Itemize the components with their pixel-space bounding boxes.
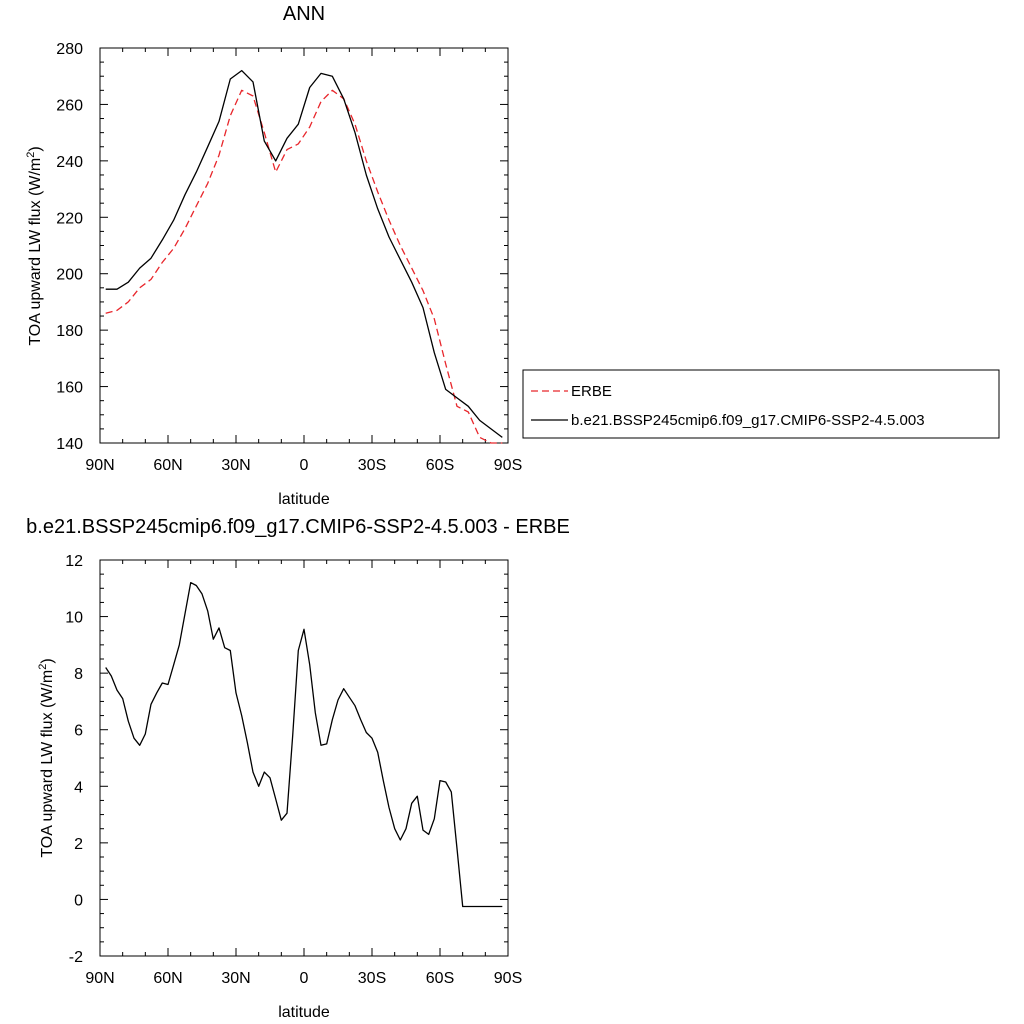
bottom-tick-labels: 90N 60N 30N 0 30S 60S 90S -2 0 2 4 6 8 10 12 (65, 553, 522, 987)
top-series-line-0 (105, 89, 503, 444)
bottom-panel-title: b.e21.BSSP245cmip6.f09_g17.CMIP6-SSP2-4.… (26, 516, 570, 538)
top-ytick-label: 140 (56, 436, 83, 453)
bottom-series-line-0 (105, 581, 503, 908)
bottom-plot-frame (99, 559, 509, 957)
top-ytick-label: 240 (56, 154, 83, 171)
legend-label-erbe: ERBE (571, 383, 612, 400)
bottom-ytick-label: 2 (74, 836, 83, 853)
top-ytick-label: 280 (56, 41, 83, 58)
bottom-xtick-label: 30S (358, 970, 386, 987)
bottom-ytick-label: -2 (69, 949, 83, 966)
bottom-ticks (99, 559, 509, 957)
top-xtick-label: 60S (426, 457, 454, 474)
bottom-ytick-label: 8 (74, 666, 83, 683)
top-ytick-label: 160 (56, 380, 83, 397)
top-tick-labels: 90N 60N 30N 0 30S 60S 90S 140 160 180 200 220 240 260… (56, 41, 522, 474)
legend-box (522, 369, 1000, 439)
top-xtick-label: 30N (221, 457, 250, 474)
top-ytick-label: 180 (56, 323, 83, 340)
bottom-ytick-label: 12 (65, 553, 83, 570)
legend-label-model: b.e21.BSSP245cmip6.f09_g17.CMIP6-SSP2-4.… (571, 412, 925, 429)
top-y-axis-label: TOA upward LW flux (W/m2) (25, 146, 44, 345)
bottom-xtick-label: 60N (153, 970, 182, 987)
bottom-xtick-label: 90S (494, 970, 522, 987)
top-xtick-label: 60N (153, 457, 182, 474)
bottom-xtick-label: 90N (85, 970, 114, 987)
top-xtick-label: 90N (85, 457, 114, 474)
top-xtick-label: 0 (300, 457, 309, 474)
bottom-xtick-label: 0 (300, 970, 309, 987)
top-series (105, 69, 503, 444)
legend: ERBE b.e21.BSSP245cmip6.f09_g17.CMIP6-SS… (522, 369, 1000, 439)
top-ytick-label: 220 (56, 210, 83, 227)
bottom-y-axis-label: TOA upward LW flux (W/m2) (37, 658, 56, 857)
bottom-xtick-label: 30N (221, 970, 250, 987)
top-xtick-label: 30S (358, 457, 386, 474)
top-ticks (99, 47, 509, 444)
bottom-series (105, 581, 503, 908)
bottom-xtick-label: 60S (426, 970, 454, 987)
top-xtick-label: 90S (494, 457, 522, 474)
top-panel: ANN 90N 60N 30N 0 30S 60S 90S 140 160 180 200 220 24… (25, 3, 1000, 508)
top-x-axis-label: latitude (278, 491, 330, 508)
bottom-panel: b.e21.BSSP245cmip6.f09_g17.CMIP6-SSP2-4.… (26, 516, 570, 1021)
bottom-ytick-label: 4 (74, 779, 83, 796)
top-panel-title: ANN (283, 3, 325, 25)
bottom-ytick-label: 6 (74, 723, 83, 740)
bottom-ytick-label: 0 (74, 892, 83, 909)
bottom-ytick-label: 10 (65, 610, 83, 627)
bottom-x-axis-label: latitude (278, 1004, 330, 1021)
top-ytick-label: 260 (56, 97, 83, 114)
top-ytick-label: 200 (56, 267, 83, 284)
top-series-line-1 (105, 69, 503, 438)
